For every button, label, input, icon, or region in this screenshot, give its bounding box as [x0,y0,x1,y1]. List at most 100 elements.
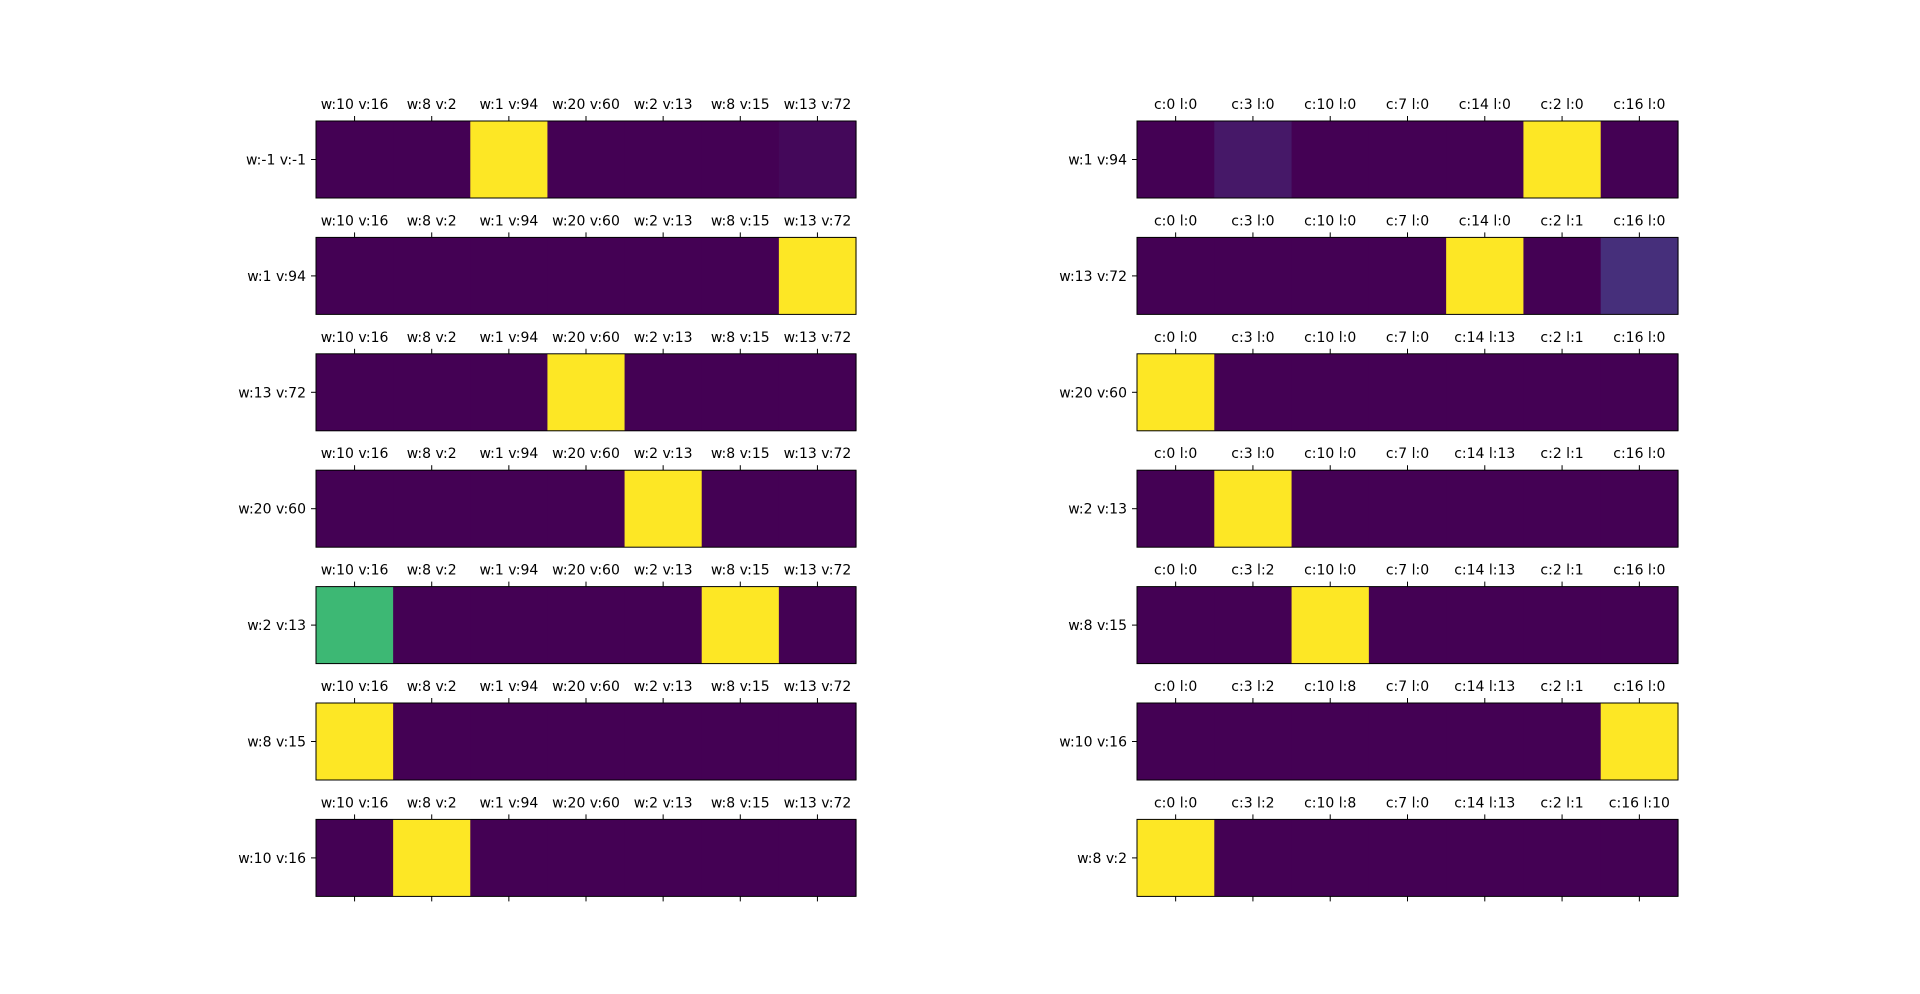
heatmap-cell [1291,703,1370,780]
x-tick-label: w:20 v:60 [552,563,620,579]
x-tick-label: c:7 l:0 [1386,563,1429,579]
heatmap-cell [1368,703,1447,780]
x-tick-label: c:16 l:0 [1613,446,1665,462]
x-tick-label: c:7 l:0 [1386,213,1429,229]
heatmap-cell [1446,703,1525,780]
heatmap-cell [393,237,471,315]
heatmap-cell [778,470,857,548]
x-tick-label: c:0 l:0 [1154,330,1197,346]
heatmap-cell [393,121,471,198]
heatmap-cell [624,586,703,664]
heatmap-cell [1446,586,1525,664]
x-tick-label: w:8 v:15 [711,679,770,695]
x-tick-label: w:8 v:2 [407,679,457,695]
x-tick-label: w:8 v:15 [711,795,770,811]
heatmap-cell [470,353,549,431]
x-tick-label: w:20 v:60 [552,679,620,695]
y-tick-label: w:8 v:15 [1068,618,1127,634]
x-tick-label: w:2 v:13 [634,446,693,462]
heatmap-cell [778,353,857,431]
heatmap-cell [1214,121,1293,198]
panel-1-row-5: w:10 v:16 w:8 v:2 w:1 v:94 w:20 v:60 w:2 v:1… [247,563,857,665]
heatmap-cell [316,819,394,897]
y-tick-label: w:13 v:72 [238,385,306,401]
x-tick-label: w:1 v:94 [479,97,538,113]
heatmap-cell [1214,470,1293,548]
heatmap-cell [1291,586,1370,664]
x-tick-label: c:0 l:0 [1154,213,1197,229]
heatmap-cell [316,121,394,198]
y-tick-label: w:8 v:2 [1077,851,1127,867]
x-tick-label: w:8 v:2 [407,446,457,462]
x-tick-label: c:3 l:0 [1231,213,1274,229]
x-tick-label: c:10 l:0 [1304,330,1356,346]
y-tick-label: w:13 v:72 [1059,269,1127,285]
heatmap-cell [393,586,471,664]
heatmap-cell [470,703,549,780]
x-tick-label: c:7 l:0 [1386,679,1429,695]
heatmap-cell [778,703,857,780]
heatmap-cell [1214,819,1293,897]
x-tick-label: w:1 v:94 [479,563,538,579]
heatmap-cell [1137,703,1215,780]
heatmap-cell [547,353,626,431]
x-tick-label: c:3 l:0 [1231,330,1274,346]
x-tick-label: w:1 v:94 [479,795,538,811]
heatmap-cell [778,819,857,897]
x-tick-label: c:2 l:0 [1540,97,1583,113]
heatmap-cell [778,586,857,664]
heatmap-cell [1368,121,1447,198]
x-tick-label: w:2 v:13 [634,97,693,113]
x-tick-label: w:8 v:2 [407,97,457,113]
heatmap-cell [1214,237,1293,315]
heatmap-cell [470,586,549,664]
heatmap-cell [1291,237,1370,315]
panel-2-row-1: c:0 l:0 c:3 l:0 c:10 l:0 c:7 l:0 c:14 l:0 c:2… [1068,97,1679,199]
panel-2-row-5: c:0 l:0 c:3 l:2 c:10 l:0 c:7 l:0 c:14 l:13 c:… [1068,563,1679,665]
heatmap-cell [1523,703,1602,780]
y-tick-label: w:2 v:13 [247,618,306,634]
x-tick-label: w:8 v:2 [407,213,457,229]
x-tick-label: c:16 l:0 [1613,330,1665,346]
heatmap-cell [470,121,549,198]
heatmap-cell [1446,353,1525,431]
heatmap-cell [1368,353,1447,431]
heatmap-cell [1137,353,1215,431]
heatmap-cell [1600,237,1679,315]
x-tick-label: c:2 l:1 [1540,213,1583,229]
heatmap-cell [393,470,471,548]
x-tick-label: c:2 l:1 [1540,330,1583,346]
panel-2-row-4: c:0 l:0 c:3 l:0 c:10 l:0 c:7 l:0 c:14 l:13 c:… [1068,446,1679,548]
x-tick-label: w:8 v:15 [711,330,770,346]
x-tick-label: c:7 l:0 [1386,446,1429,462]
heatmap-cell [778,121,857,198]
heatmap-cell [1137,586,1215,664]
x-tick-label: c:10 l:0 [1304,213,1356,229]
x-tick-label: c:0 l:0 [1154,563,1197,579]
x-tick-label: w:13 v:72 [784,97,852,113]
x-tick-label: w:8 v:15 [711,446,770,462]
x-tick-label: w:13 v:72 [784,330,852,346]
x-tick-label: c:2 l:1 [1540,795,1583,811]
panel-1-row-1: w:10 v:16 w:8 v:2 w:1 v:94 w:20 v:60 w:2 v:1… [246,97,857,199]
x-tick-label: c:0 l:0 [1154,446,1197,462]
heatmap-cell [316,586,394,664]
heatmap-cell [701,819,780,897]
heatmap-cell [1446,237,1525,315]
x-tick-label: w:2 v:13 [634,330,693,346]
panel-1-row-3: w:10 v:16 w:8 v:2 w:1 v:94 w:20 v:60 w:2 v:1… [238,330,857,432]
heatmap-cell [1137,470,1215,548]
y-tick-label: w:8 v:15 [247,735,306,751]
x-tick-label: c:10 l:0 [1304,97,1356,113]
heatmap-cell [701,470,780,548]
x-tick-label: c:7 l:0 [1386,97,1429,113]
heatmap-cell [547,703,626,780]
panel-1-row-6: w:10 v:16 w:8 v:2 w:1 v:94 w:20 v:60 w:2 v:1… [247,679,857,781]
x-tick-label: c:2 l:1 [1540,563,1583,579]
y-tick-label: w:10 v:16 [1059,735,1127,751]
x-tick-label: c:16 l:0 [1613,213,1665,229]
heatmap-cell [1523,586,1602,664]
x-tick-label: w:8 v:15 [711,563,770,579]
x-tick-label: c:10 l:0 [1304,563,1356,579]
